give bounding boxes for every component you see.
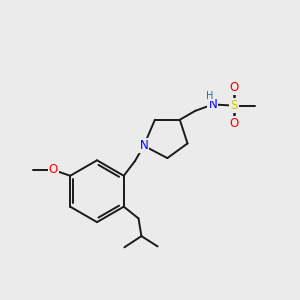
Text: O: O	[230, 81, 238, 94]
Text: O: O	[230, 117, 238, 130]
Text: N: N	[208, 98, 217, 111]
Text: S: S	[230, 99, 238, 112]
Text: O: O	[49, 164, 58, 176]
Text: N: N	[140, 139, 148, 152]
Text: H: H	[206, 91, 213, 100]
